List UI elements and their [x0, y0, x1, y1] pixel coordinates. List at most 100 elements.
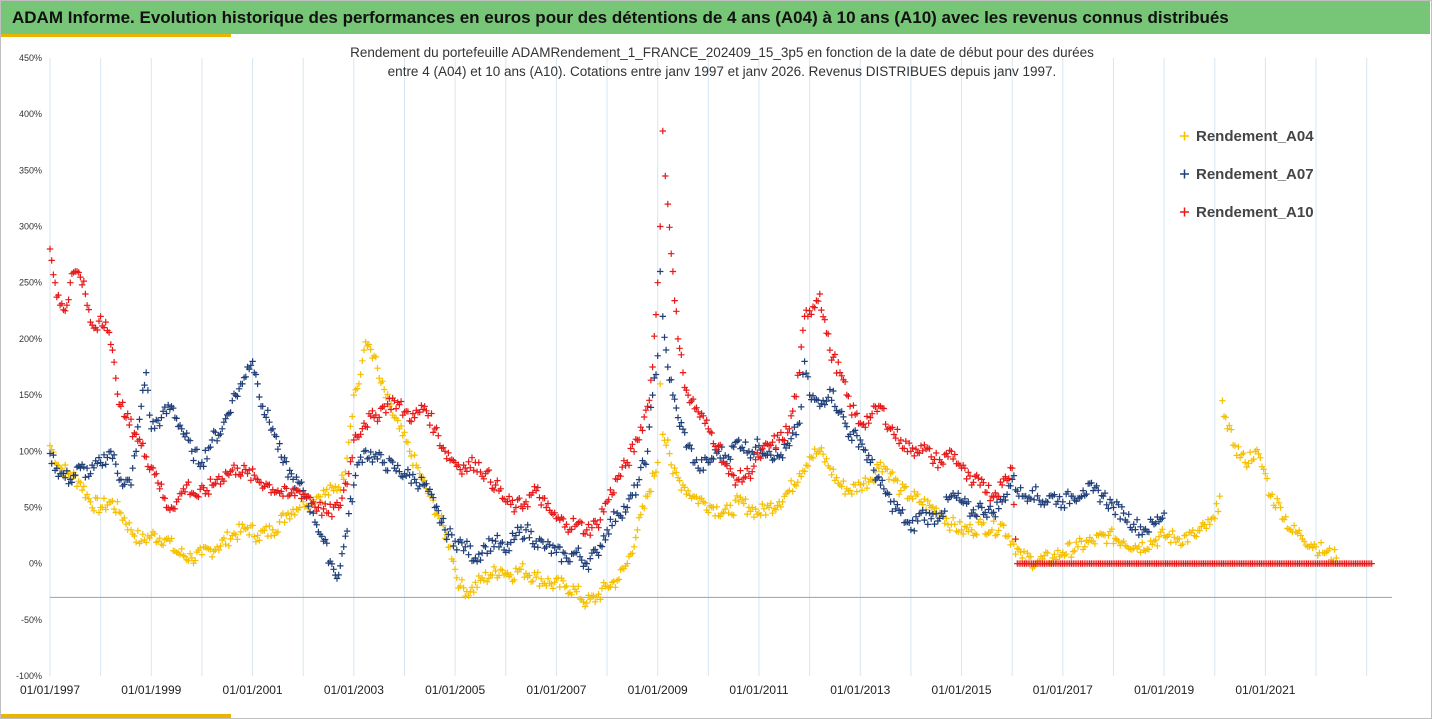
data-point-marker — [823, 398, 830, 405]
data-point-marker — [257, 479, 265, 486]
data-point-marker — [830, 466, 837, 473]
data-point-marker — [225, 542, 233, 549]
data-point-marker — [622, 508, 629, 516]
data-point-marker — [328, 560, 336, 568]
data-point-marker — [1071, 547, 1078, 555]
data-point-marker — [517, 566, 525, 573]
data-point-marker — [605, 530, 612, 538]
data-point-marker — [885, 491, 893, 498]
data-point-marker — [1002, 496, 1009, 504]
data-point-marker — [575, 544, 582, 552]
data-point-marker — [928, 515, 935, 522]
data-point-marker — [1277, 504, 1284, 511]
data-point-marker — [262, 414, 270, 421]
data-point-marker — [203, 487, 211, 494]
data-point-marker — [320, 505, 327, 513]
data-point-marker — [651, 333, 658, 340]
data-point-marker — [558, 558, 565, 565]
data-point-marker — [198, 551, 206, 558]
data-point-marker — [840, 413, 847, 421]
data-point-marker — [1211, 515, 1218, 522]
data-point-marker — [313, 507, 320, 515]
data-point-marker — [505, 547, 513, 554]
data-point-marker — [450, 542, 457, 550]
data-point-marker — [254, 380, 261, 388]
legend-marker — [1180, 169, 1189, 179]
data-point-marker — [138, 403, 145, 410]
x-tick-label: 01/01/1997 — [20, 683, 80, 697]
legend-item-rendement-a07: Rendement_A07 — [1180, 166, 1314, 183]
data-point-marker — [82, 290, 89, 298]
data-point-marker — [1051, 551, 1058, 558]
data-point-marker — [524, 521, 531, 529]
data-point-marker — [933, 510, 940, 517]
data-point-marker — [865, 420, 872, 427]
data-point-marker — [195, 493, 202, 501]
data-point-marker — [679, 369, 687, 376]
data-point-marker — [877, 481, 884, 489]
data-point-marker — [1117, 515, 1124, 523]
data-point-marker — [433, 424, 440, 431]
data-point-marker — [192, 557, 199, 564]
data-point-marker — [1120, 509, 1127, 517]
data-point-marker — [549, 585, 557, 592]
data-point-marker — [928, 453, 935, 461]
data-point-marker — [659, 127, 666, 135]
data-point-marker — [754, 449, 761, 456]
data-point-marker — [1297, 532, 1304, 539]
data-point-marker — [882, 421, 889, 428]
data-point-marker — [919, 447, 926, 454]
data-point-marker — [421, 403, 428, 410]
data-point-marker — [345, 439, 352, 446]
data-point-marker — [895, 491, 903, 498]
data-point-marker — [306, 508, 314, 516]
data-point-marker — [207, 443, 214, 451]
data-point-marker — [862, 446, 869, 454]
data-point-marker — [1132, 526, 1139, 533]
data-point-marker — [343, 481, 351, 488]
data-point-marker — [654, 279, 661, 286]
data-point-marker — [127, 481, 135, 489]
accent-line-top — [1, 34, 231, 37]
data-point-marker — [1086, 534, 1093, 541]
data-point-marker — [921, 516, 928, 524]
data-point-marker — [278, 488, 285, 495]
data-point-marker — [894, 426, 901, 433]
data-point-marker — [1061, 504, 1068, 511]
data-point-marker — [487, 478, 494, 486]
page-title: ADAM Informe. Evolution historique des p… — [12, 8, 1229, 27]
data-point-marker — [522, 526, 530, 534]
data-point-marker — [446, 543, 454, 550]
data-point-marker — [148, 532, 155, 539]
data-point-marker — [357, 431, 364, 438]
data-point-marker — [480, 475, 487, 482]
data-point-marker — [350, 391, 357, 399]
data-point-marker — [1226, 422, 1233, 429]
data-point-marker — [961, 495, 969, 502]
data-point-marker — [808, 311, 815, 318]
data-point-marker — [205, 490, 212, 498]
data-point-marker — [765, 448, 773, 455]
data-point-marker — [1179, 540, 1186, 548]
data-point-marker — [67, 279, 74, 286]
data-point-marker — [190, 457, 197, 464]
data-point-marker — [531, 483, 538, 490]
header-bar: ADAM Informe. Evolution historique des p… — [1, 1, 1430, 34]
data-point-marker — [1268, 491, 1276, 498]
data-point-marker — [1064, 488, 1072, 495]
data-point-marker — [661, 334, 668, 341]
data-point-marker — [509, 530, 516, 537]
data-point-marker — [1010, 501, 1018, 508]
data-point-marker — [374, 365, 381, 372]
data-point-marker — [497, 485, 504, 492]
data-point-marker — [752, 505, 759, 513]
data-point-marker — [828, 471, 835, 478]
data-point-marker — [853, 410, 861, 417]
data-point-marker — [1296, 527, 1303, 534]
data-point-marker — [1009, 476, 1016, 483]
data-point-marker — [229, 397, 236, 404]
data-point-marker — [472, 554, 479, 562]
data-point-marker — [512, 565, 520, 572]
data-point-marker — [274, 446, 282, 453]
data-point-marker — [1106, 496, 1114, 503]
